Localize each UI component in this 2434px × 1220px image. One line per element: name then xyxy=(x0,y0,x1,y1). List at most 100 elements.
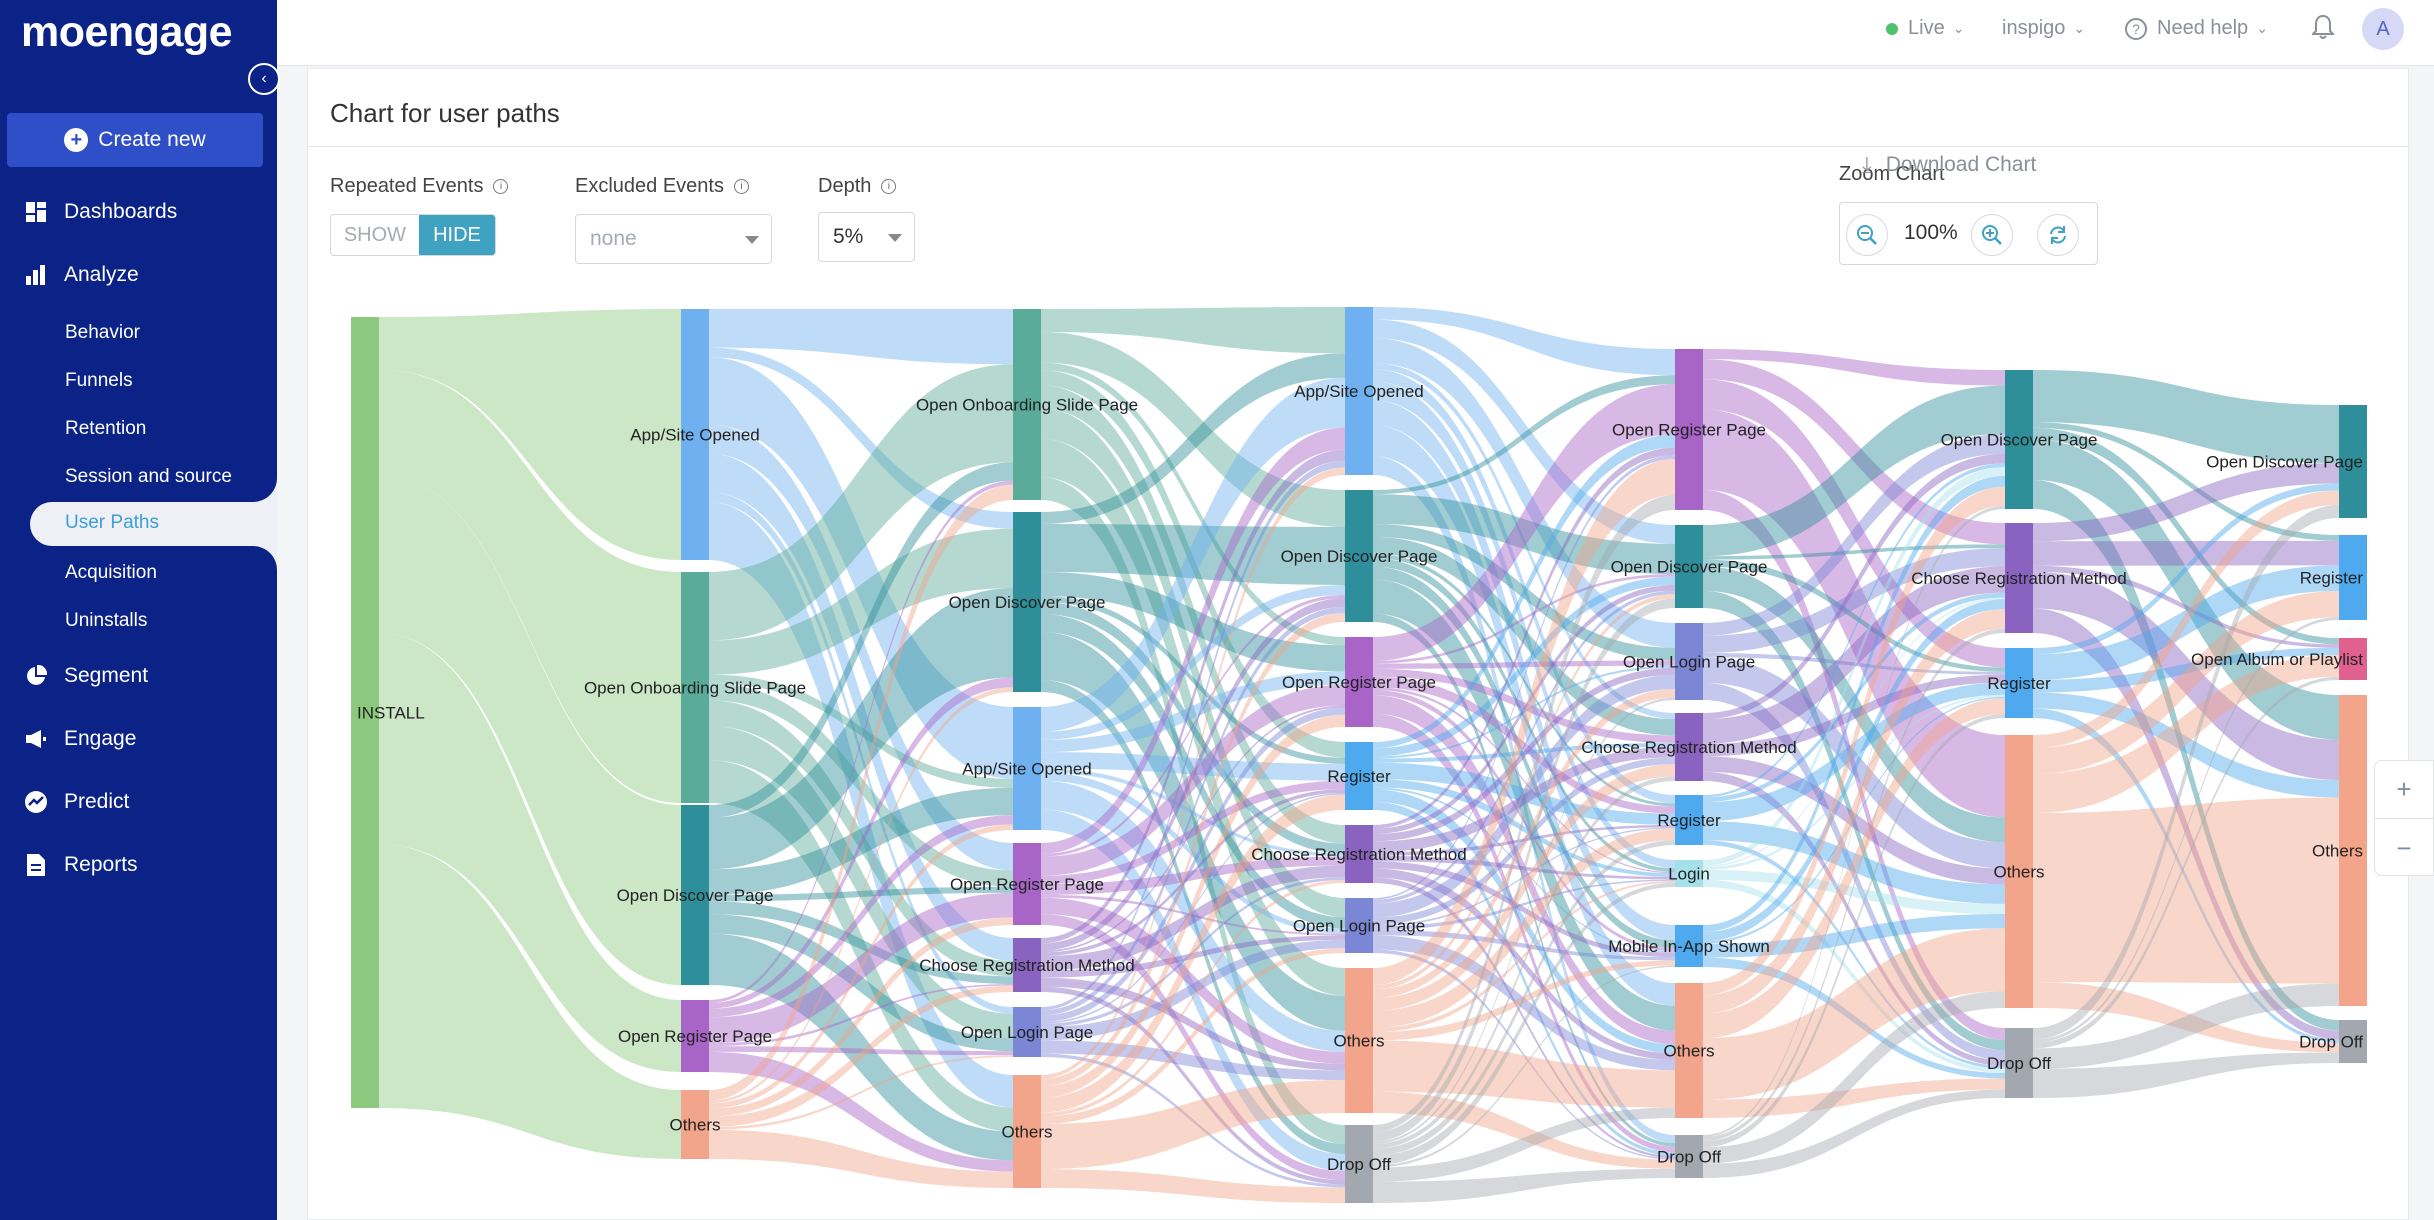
sankey-link-open-login-page-to-others[interactable] xyxy=(1373,935,1675,1071)
sankey-link-choose-registration-method-to-drop-off[interactable] xyxy=(1373,877,1675,1159)
sankey-link-others-to-drop-off[interactable] xyxy=(1041,1169,1345,1203)
sankey-link-open-login-page-to-drop-off[interactable] xyxy=(1703,682,2005,1061)
sankey-link-drop-off-to-open-login-page[interactable] xyxy=(1373,697,1675,1144)
sankey-link-open-discover-page-to-choose-registration-method[interactable] xyxy=(1373,536,1675,736)
sankey-link-others-to-open-login-page[interactable] xyxy=(1041,948,1345,1124)
sankey-link-open-discover-page-to-drop-off[interactable] xyxy=(1373,613,1675,1147)
sankey-link-others-to-open-register-page[interactable] xyxy=(1373,459,1675,986)
sankey-link-others-to-register[interactable] xyxy=(1041,794,1345,1113)
sankey-link-login-to-open-discover-page[interactable] xyxy=(1703,467,2005,866)
sankey-link-others-to-open-discover-page[interactable] xyxy=(2033,490,2339,748)
sankey-link-open-discover-page-to-open-register-page[interactable] xyxy=(709,886,1013,902)
sankey-link-others-to-choose-registration-method[interactable] xyxy=(1703,609,2005,1014)
sankey-link-register-to-open-register-page[interactable] xyxy=(1373,434,1675,749)
sankey-link-others-to-mobile-in-app-shown[interactable] xyxy=(1373,960,1675,1041)
sankey-link-open-login-page-to-drop-off[interactable] xyxy=(1041,1053,1345,1188)
sankey-link-login-to-drop-off[interactable] xyxy=(1703,879,2005,1073)
sankey-link-open-register-page-to-open-login-page[interactable] xyxy=(709,1046,1013,1056)
sankey-link-others-to-open-discover-page[interactable] xyxy=(1041,612,1345,1087)
sankey-link-open-onboarding-slide-page-to-open-discover-page[interactable] xyxy=(1041,331,1345,527)
sankey-link-open-login-page-to-login[interactable] xyxy=(1373,879,1675,930)
sankey-link-app-site-opened-to-app-site-opened[interactable] xyxy=(709,357,1013,779)
sankey-link-open-login-page-to-open-login-page[interactable] xyxy=(1373,675,1675,918)
sankey-link-open-onboarding-slide-page-to-open-register-page[interactable] xyxy=(709,683,1013,887)
sankey-link-others-to-others[interactable] xyxy=(2033,797,2339,984)
sankey-node-open-album-or-playlist[interactable] xyxy=(2339,638,2367,680)
sankey-link-open-onboarding-slide-page-to-open-register-page[interactable] xyxy=(1041,362,1345,646)
sankey-link-register-to-drop-off[interactable] xyxy=(2033,708,2339,1043)
sankey-node-open-register-page[interactable] xyxy=(1013,843,1041,925)
sankey-link-open-onboarding-slide-page-to-open-login-page[interactable] xyxy=(1041,408,1345,918)
sankey-link-open-register-page-to-open-register-page[interactable] xyxy=(709,892,1013,1044)
sidebar-item-segment[interactable]: Segment xyxy=(24,664,148,688)
sankey-link-drop-off-to-others[interactable] xyxy=(1703,991,2005,1164)
sankey-link-app-site-opened-to-open-register-page[interactable] xyxy=(1041,671,1345,753)
sankey-link-open-register-page-to-open-register-page[interactable] xyxy=(1041,684,1345,876)
sankey-link-open-register-page-to-register[interactable] xyxy=(1041,780,1345,884)
sankey-link-choose-registration-method-to-open-album-or-playlist[interactable] xyxy=(2033,565,2339,648)
sidebar-sub-user-paths[interactable]: User Paths xyxy=(30,502,277,546)
sankey-link-app-site-opened-to-open-discover-page[interactable] xyxy=(1041,584,1345,740)
sankey-link-app-site-opened-to-open-register-page[interactable] xyxy=(709,424,1013,871)
sankey-link-open-register-page-to-open-discover-page[interactable] xyxy=(1703,349,2005,386)
sankey-link-others-to-open-discover-page[interactable] xyxy=(709,687,1013,1104)
sankey-link-open-register-page-to-others[interactable] xyxy=(709,1051,1013,1172)
notifications-button[interactable] xyxy=(2312,14,2334,40)
sankey-link-open-discover-page-to-open-login-page[interactable] xyxy=(1373,524,1675,661)
sankey-link-others-to-choose-registration-method[interactable] xyxy=(709,985,1013,1128)
sankey-link-app-site-opened-to-open-discover-page[interactable] xyxy=(1373,319,1675,544)
sankey-node-others[interactable] xyxy=(2005,735,2033,1008)
sankey-link-open-discover-page-to-login[interactable] xyxy=(1373,558,1675,873)
sankey-link-others-to-choose-registration-method[interactable] xyxy=(1041,879,1345,1117)
sankey-link-register-to-register[interactable] xyxy=(1703,682,2005,822)
sankey-link-others-to-login[interactable] xyxy=(1373,880,1675,1032)
sankey-link-others-to-open-discover-page[interactable] xyxy=(1373,594,1675,990)
sankey-link-open-login-page-to-choose-registration-method[interactable] xyxy=(1041,877,1345,1027)
sankey-link-others-to-open-onboarding-slide-page[interactable] xyxy=(709,484,1013,1101)
sankey-link-choose-registration-method-to-open-login-page[interactable] xyxy=(1373,667,1675,842)
sankey-link-app-site-opened-to-open-discover-page[interactable] xyxy=(709,347,1013,529)
sankey-node-open-discover-page[interactable] xyxy=(681,805,709,985)
sankey-node-choose-registration-method[interactable] xyxy=(2005,523,2033,633)
sankey-link-open-discover-page-to-register[interactable] xyxy=(1703,559,2005,672)
sankey-node-drop-off[interactable] xyxy=(2005,1028,2033,1098)
sankey-link-open-register-page-to-open-discover-page[interactable] xyxy=(1041,594,1345,857)
sankey-link-mobile-in-app-shown-to-register[interactable] xyxy=(1703,696,2005,944)
environment-dropdown[interactable]: Live ⌄ xyxy=(1886,17,1964,40)
sankey-link-open-login-page-to-register[interactable] xyxy=(1041,792,1345,1024)
sidebar-sub-acquisition[interactable]: Acquisition xyxy=(65,562,157,583)
sankey-link-register-to-login[interactable] xyxy=(1373,779,1675,877)
sankey-link-login-to-register[interactable] xyxy=(1703,694,2005,870)
sankey-link-choose-registration-method-to-choose-registration-method[interactable] xyxy=(1373,746,1675,853)
sankey-link-app-site-opened-to-mobile-in-app-shown[interactable] xyxy=(1373,400,1675,941)
sankey-link-open-login-page-to-mobile-in-app-shown[interactable] xyxy=(1373,929,1675,961)
sankey-link-others-to-others[interactable] xyxy=(709,1129,1013,1188)
sankey-link-open-register-page-to-choose-registration-method[interactable] xyxy=(709,983,1013,1047)
sankey-link-others-to-open-discover-page[interactable] xyxy=(1703,486,2005,996)
sankey-link-drop-off-to-others[interactable] xyxy=(1373,1107,1675,1182)
sankey-link-open-login-page-to-drop-off[interactable] xyxy=(1373,949,1675,1160)
sankey-node-others[interactable] xyxy=(1345,968,1373,1113)
sankey-link-choose-registration-method-to-register[interactable] xyxy=(1041,789,1345,956)
sankey-node-open-onboarding-slide-page[interactable] xyxy=(681,572,709,803)
sankey-link-open-onboarding-slide-page-to-others[interactable] xyxy=(709,760,1013,1132)
sankey-link-install-to-others[interactable] xyxy=(379,844,681,1159)
sankey-link-choose-registration-method-to-open-discover-page[interactable] xyxy=(1703,453,2005,720)
sankey-link-open-discover-page-to-drop-off[interactable] xyxy=(1703,590,2005,1051)
sankey-link-install-to-open-onboarding-slide-page[interactable] xyxy=(379,369,681,803)
sankey-link-open-discover-page-to-others[interactable] xyxy=(1041,632,1345,1031)
depth-select[interactable]: 5% xyxy=(818,212,915,262)
sankey-node-choose-registration-method[interactable] xyxy=(1013,938,1041,992)
sidebar-sub-uninstalls[interactable]: Uninstalls xyxy=(65,610,148,631)
sankey-link-register-to-others[interactable] xyxy=(1703,821,2005,904)
sankey-link-others-to-others[interactable] xyxy=(1041,1080,1345,1170)
sankey-link-open-discover-page-to-open-discover-page[interactable] xyxy=(1373,494,1675,575)
sankey-node-app-site-opened[interactable] xyxy=(1345,307,1373,475)
sankey-link-app-site-opened-to-choose-registration-method[interactable] xyxy=(1373,363,1675,719)
sankey-link-app-site-opened-to-drop-off[interactable] xyxy=(1041,809,1345,1172)
sankey-link-register-to-open-login-page[interactable] xyxy=(1373,665,1675,759)
sankey-link-others-to-register[interactable] xyxy=(2033,590,2339,774)
sankey-link-choose-registration-method-to-login[interactable] xyxy=(1373,855,1675,880)
sankey-link-open-discover-page-to-open-discover-page[interactable] xyxy=(709,588,1013,870)
sankey-link-register-to-open-album-or-playlist[interactable] xyxy=(2033,647,2339,693)
